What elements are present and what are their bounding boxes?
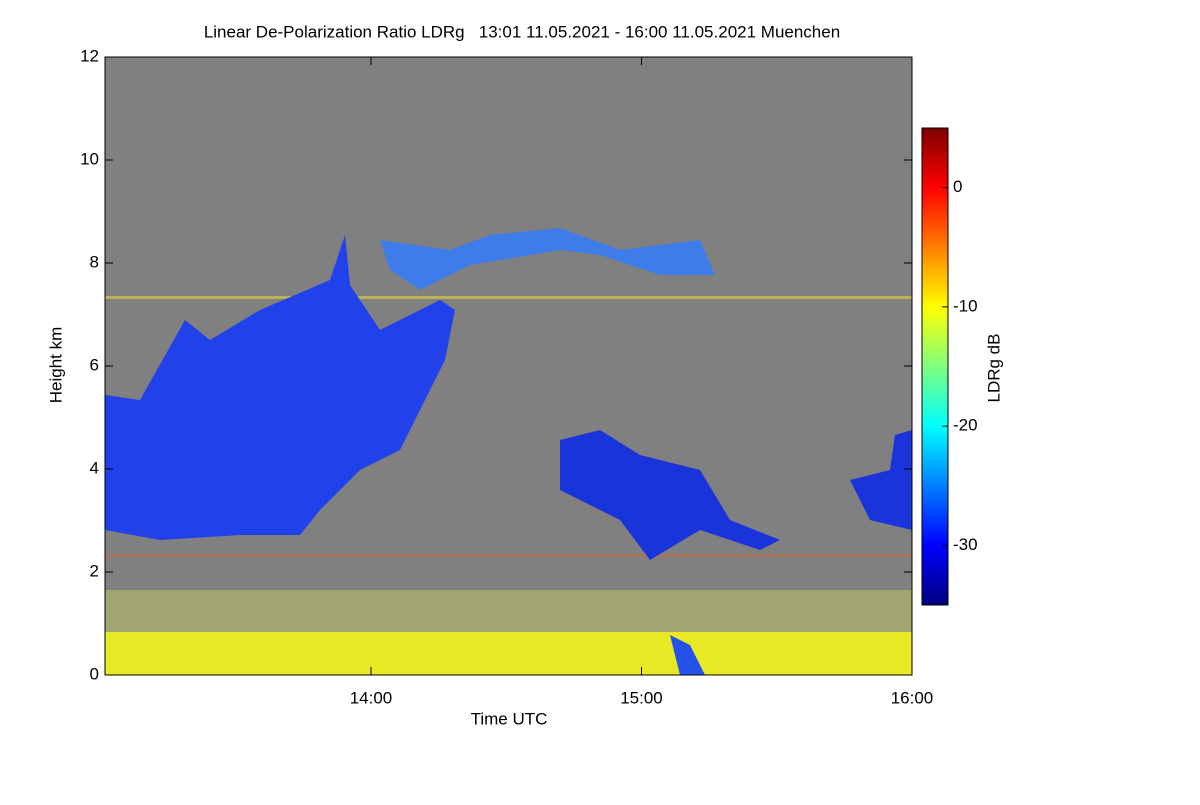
cloud	[105, 235, 455, 540]
chart-title: Linear De-Polarization Ratio LDRg 13:01 …	[204, 22, 840, 41]
colorbar-label: LDRg dB	[984, 334, 1003, 403]
x-axis-label: Time UTC	[471, 709, 548, 728]
colorbar-tick-label: -20	[953, 416, 978, 435]
cloud	[380, 228, 715, 290]
near-ground-band	[105, 632, 912, 675]
y-axis-label: Height km	[46, 327, 65, 404]
cloud	[850, 430, 912, 530]
x-tick-label: 14:00	[350, 688, 393, 707]
y-tick-label: 0	[90, 664, 99, 683]
colorbar-tick-label: 0	[953, 177, 962, 196]
streak	[105, 296, 912, 299]
streak	[105, 554, 912, 557]
field	[105, 228, 912, 675]
y-tick-label: 4	[90, 458, 99, 477]
cloud	[670, 635, 705, 675]
colorbar-tick-label: -30	[953, 535, 978, 554]
x-tick-label: 16:00	[891, 688, 934, 707]
colorbar	[921, 127, 949, 606]
y-tick-label: 10	[80, 149, 99, 168]
y-tick-label: 12	[80, 46, 99, 65]
y-tick-label: 2	[90, 561, 99, 580]
cloud	[560, 430, 780, 560]
y-tick-label: 8	[90, 252, 99, 271]
noise-band	[105, 590, 912, 635]
colorbar-tick-label: -10	[953, 296, 978, 315]
y-tick-label: 6	[90, 355, 99, 374]
x-tick-label: 15:00	[620, 688, 663, 707]
